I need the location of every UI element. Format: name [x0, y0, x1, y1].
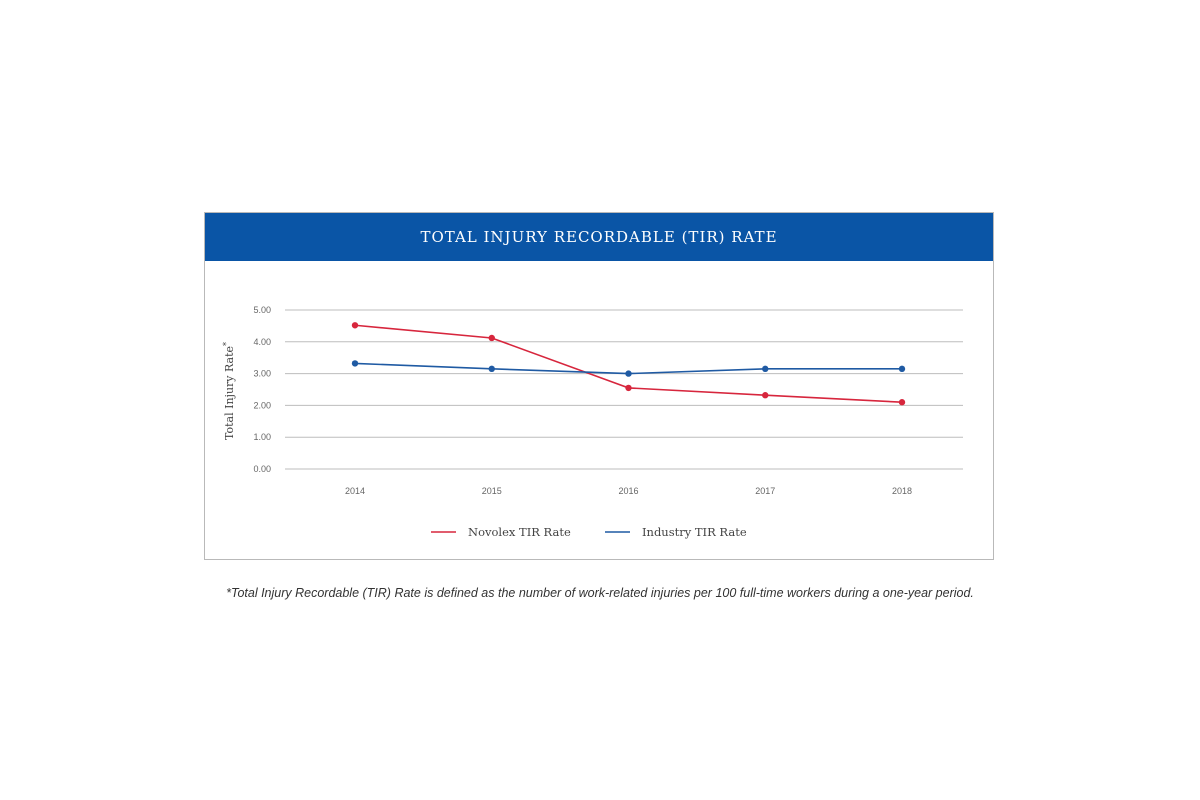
y-tick-label: 1.00 [253, 432, 271, 442]
y-tick-label: 5.00 [253, 305, 271, 315]
data-point [625, 370, 632, 377]
line-chart: 0.00 1.00 2.00 3.00 4.00 5.00 2014 2015 2016 2017… [222, 305, 963, 539]
data-point [898, 399, 906, 406]
data-point [625, 384, 632, 392]
y-tick-label: 2.00 [253, 400, 271, 410]
footnote: *Total Injury Recordable (TIR) Rate is d… [226, 586, 974, 600]
x-tick-label: 2014 [345, 486, 365, 496]
data-point [488, 365, 495, 373]
chart-header: TOTAL INJURY RECORDABLE (TIR) RATE [205, 213, 993, 261]
legend-label: Industry TIR Rate [642, 525, 747, 539]
data-point [488, 334, 495, 342]
y-tick-label: 0.00 [253, 464, 271, 474]
data-point [762, 365, 769, 373]
chart-card: TOTAL INJURY RECORDABLE (TIR) RATE 0.00 1… [204, 212, 994, 560]
chart-title: TOTAL INJURY RECORDABLE (TIR) RATE [420, 228, 778, 246]
x-tick-label: 2015 [482, 486, 502, 496]
y-tick-label: 3.00 [253, 369, 271, 379]
data-point [898, 365, 906, 373]
data-point [351, 322, 359, 329]
y-tick-label: 4.00 [253, 337, 271, 347]
y-axis-title: Total Injury Rate* [222, 342, 236, 440]
data-point [762, 392, 769, 399]
x-tick-label: 2017 [755, 486, 775, 496]
data-point [351, 360, 359, 367]
legend-label: Novolex TIR Rate [468, 525, 571, 539]
x-tick-label: 2016 [618, 486, 638, 496]
x-tick-label: 2018 [892, 486, 912, 496]
